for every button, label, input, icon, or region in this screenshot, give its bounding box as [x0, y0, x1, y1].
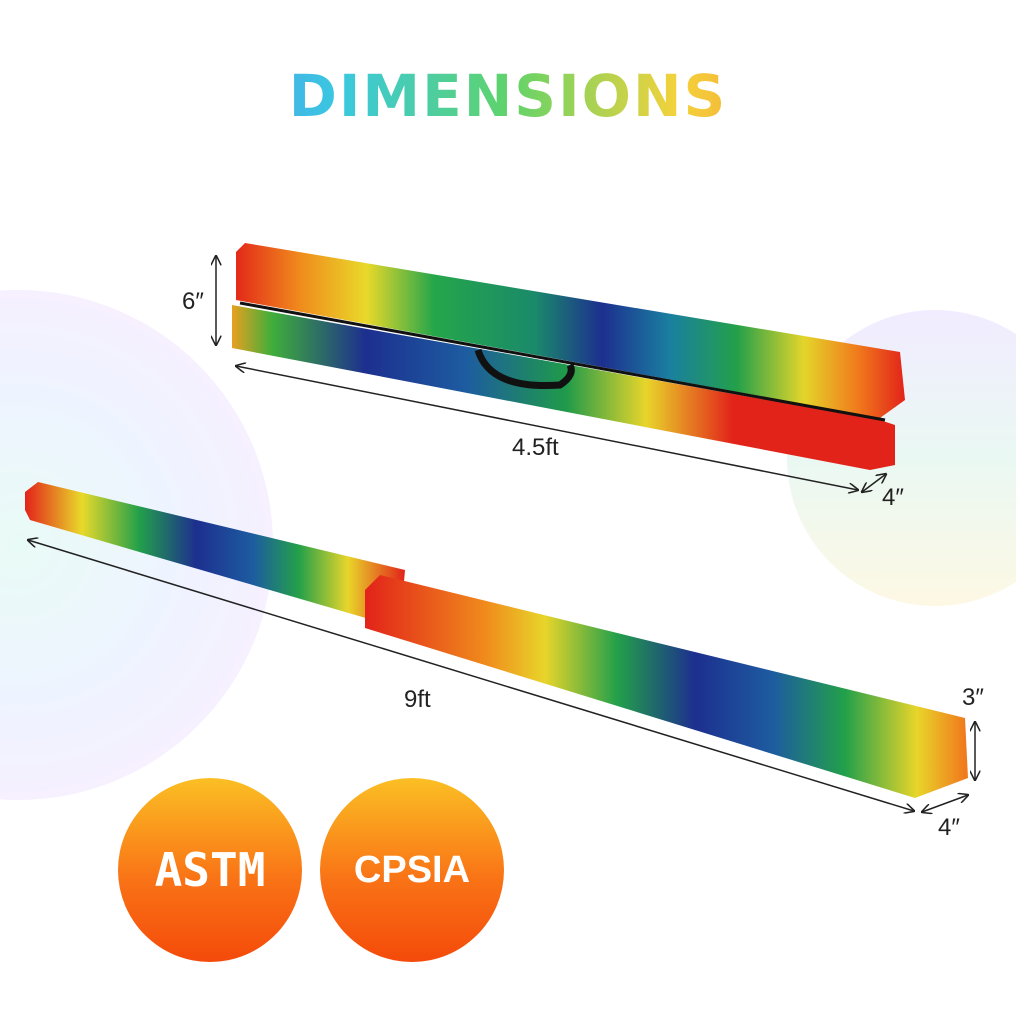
folded-height-label: 6″: [182, 288, 204, 315]
dimension-lines: [28, 256, 975, 812]
unfolded-height-label: 3″: [962, 684, 984, 711]
unfolded-width-label: 4″: [938, 814, 960, 841]
unfolded-length-label: 9ft: [404, 686, 431, 713]
page-title: DIMENSIONS: [0, 62, 1016, 130]
astm-badge: ASTM: [118, 778, 302, 962]
folded-beam: [232, 243, 905, 470]
astm-logo: ASTM: [154, 843, 266, 897]
cpsia-logo: CPSIA: [353, 848, 471, 891]
folded-length-label: 4.5ft: [512, 434, 559, 461]
folded-width-label: 4″: [882, 484, 904, 511]
cpsia-badge: CPSIA: [320, 778, 504, 962]
